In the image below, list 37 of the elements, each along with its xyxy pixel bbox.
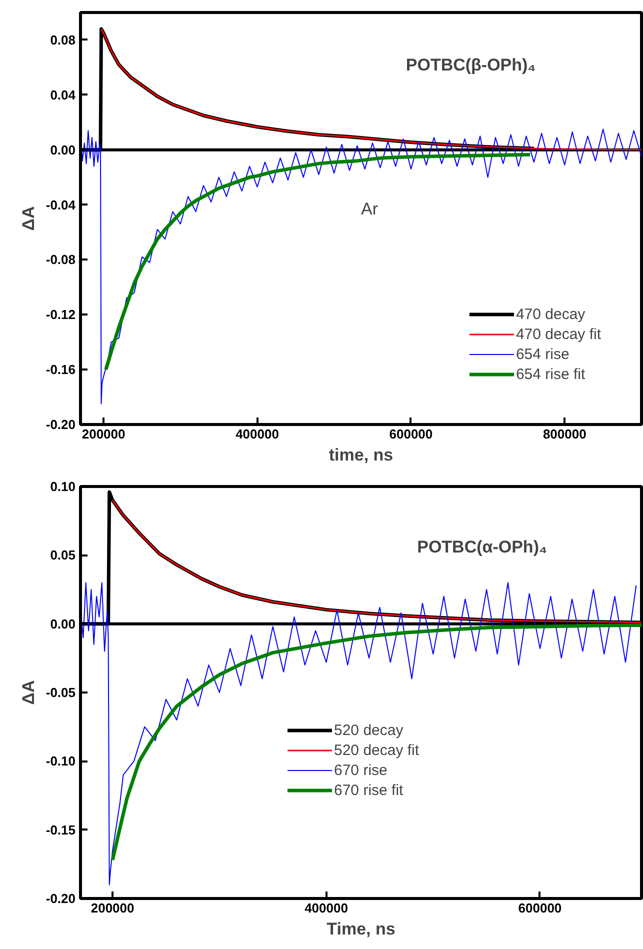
y-axis-title: ΔA [18,680,38,705]
y-tick-label: -0.20 [46,891,76,906]
legend-label: 470 decay [516,306,586,322]
legend-label: 670 rise [334,762,388,778]
y-tick-label: -0.15 [46,822,76,838]
legend-label: 654 rise fit [516,366,586,382]
legend-label: 520 decay [334,722,404,738]
y-tick-label: -0.12 [46,307,76,322]
y-tick-label: 0.04 [50,87,76,102]
x-tick-label: 200000 [82,426,126,442]
legend-label: 654 rise [516,346,570,362]
y-tick-label: -0.20 [46,417,76,432]
y-axis-title: ΔA [18,206,38,231]
y-tick-label: 0.08 [50,32,76,48]
annotation: Ar [361,200,378,218]
x-tick-label: 400000 [304,900,348,916]
y-tick-label: 0.00 [50,616,76,632]
x-axis-title: Time, ns [326,920,396,938]
y-tick-label: 0.10 [50,479,76,494]
x-tick-label: 600000 [518,900,562,916]
x-axis-title: time, ns [328,446,394,464]
x-tick-label: 600000 [389,426,433,442]
annotation: POTBC(α-OPh)₄ [417,538,548,557]
legend-label: 670 rise fit [334,782,404,798]
legend-label: 470 decay fit [516,326,601,342]
x-tick-label: 800000 [542,426,586,442]
legend-label: 520 decay fit [334,742,420,758]
y-tick-label: 0.00 [50,142,76,158]
y-tick-label: -0.08 [46,252,76,268]
x-tick-label: 400000 [236,426,279,442]
y-tick-label: -0.05 [46,685,76,700]
x-tick-label: 200000 [90,900,134,916]
y-tick-label: -0.04 [46,197,76,212]
y-tick-label: 0.05 [50,548,76,563]
y-tick-label: -0.16 [46,362,76,378]
annotation: POTBC(β-OPh)₄ [406,55,536,74]
y-tick-label: -0.10 [46,754,76,769]
